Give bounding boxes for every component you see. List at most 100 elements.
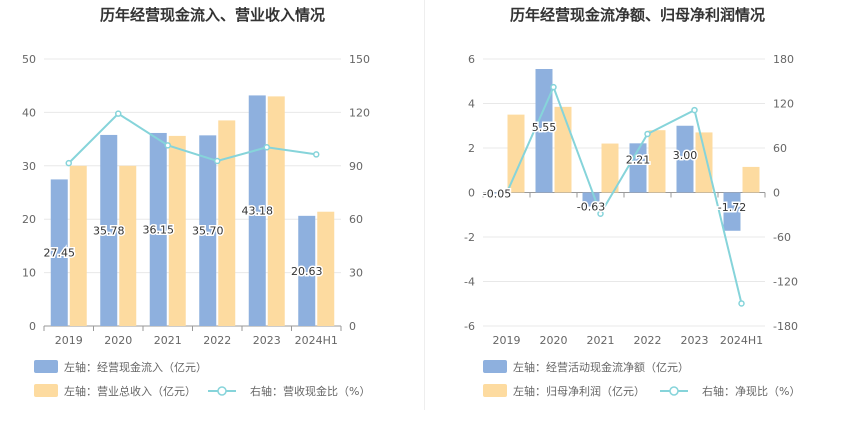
line-point [503, 190, 510, 197]
legend-label: 右轴：营收现金比（%） [250, 384, 370, 398]
y-right-tick-label: 120 [773, 98, 794, 111]
y-left-tick-label: 40 [22, 106, 36, 119]
bar-secondary [317, 211, 335, 326]
y-right-tick-label: 60 [349, 213, 363, 226]
data-label: 20.63 [291, 265, 323, 278]
line-point [550, 83, 557, 91]
line-point [597, 210, 604, 217]
bar-primary [149, 132, 167, 326]
bar-primary [199, 135, 217, 326]
legend-label: 左轴：经营活动现金流净额（亿元） [513, 360, 689, 374]
legend-swatch-marker [217, 386, 227, 396]
y-right-tick-label: 120 [349, 106, 370, 119]
bar-primary [582, 192, 600, 207]
line-point [738, 300, 745, 307]
data-label: 36.15 [143, 223, 175, 236]
chart-title: 历年经营现金流净额、归母净利润情况 [509, 6, 765, 24]
y-right-tick-label: 150 [349, 53, 370, 66]
bar-secondary [554, 106, 572, 193]
line-point [115, 110, 122, 117]
legend-label: 左轴：营业总收入（亿元） [64, 384, 196, 398]
x-tick-label: 2023 [253, 334, 281, 347]
x-tick-label: 2022 [634, 334, 662, 347]
data-label: 43.18 [242, 205, 274, 218]
bar-primary [723, 192, 741, 231]
legend-swatch-secondary [483, 384, 507, 397]
bar-secondary [601, 143, 619, 193]
legend-label: 右轴：净现比（%） [702, 384, 800, 398]
y-left-tick-label: 10 [22, 267, 36, 280]
y-left-tick-label: -6 [464, 320, 475, 333]
data-label: 5.55 [532, 121, 557, 134]
bar-secondary [742, 166, 760, 193]
bar-primary [298, 215, 316, 326]
bar-primary [488, 192, 506, 194]
data-label: -0.63 [577, 201, 605, 214]
line-series [68, 112, 317, 164]
legend-swatch-marker [669, 386, 679, 396]
data-label: 35.78 [93, 224, 125, 237]
legend-label: 左轴：经营现金流入（亿元） [64, 360, 207, 374]
x-tick-label: 2020 [104, 334, 132, 347]
line-series [505, 84, 743, 304]
x-tick-label: 2019 [493, 334, 521, 347]
chart-svg: -6 -4 -2 0 2 4 6 -180 -120 -60 0 60 120 180 2019 2020 20… [464, 53, 800, 398]
legend-swatch-primary [34, 360, 58, 373]
line-point [644, 130, 651, 138]
y-right-tick-label: 60 [773, 142, 787, 155]
y-right-tick-label: -180 [773, 320, 798, 333]
y-left-tick-label: 4 [468, 98, 475, 111]
bar-secondary [267, 96, 285, 326]
bar-primary [676, 125, 694, 193]
line-point [65, 159, 72, 167]
x-tick-label: 2022 [203, 334, 231, 347]
bar-secondary [69, 165, 87, 326]
x-tick-label: 2021 [587, 334, 615, 347]
legend-label: 左轴：归母净利润（亿元） [513, 384, 645, 398]
x-tick-label: 2024H1 [720, 334, 763, 347]
x-tick-label: 2024H1 [295, 334, 338, 347]
bar-secondary [507, 114, 525, 193]
y-left-tick-label: 2 [468, 142, 475, 155]
line-point [263, 144, 270, 151]
y-right-tick-label: 0 [349, 320, 356, 333]
x-tick-label: 2021 [154, 334, 182, 347]
y-right-tick-label: 180 [773, 53, 794, 66]
y-left-tick-label: -4 [464, 276, 475, 289]
bar-primary [100, 134, 118, 326]
line-point [164, 142, 171, 149]
y-left-tick-label: 20 [22, 213, 36, 226]
chart-panel-cash-inflow: 历年经营现金流入、营业收入情况 0 10 20 30 40 50 0 30 60 90 120 150… [22, 6, 370, 398]
line-point [691, 106, 698, 114]
line-point [214, 157, 221, 165]
chart-panel-net-cash: 历年经营现金流净额、归母净利润情况 -6 -4 -2 0 2 4 6 -180 -120 -60 0… [425, 0, 850, 437]
data-label: 3.00 [673, 149, 698, 162]
data-label: 2.21 [626, 153, 651, 166]
y-left-tick-label: 0 [468, 187, 475, 200]
y-left-tick-label: -2 [464, 231, 475, 244]
y-right-tick-label: -60 [773, 231, 791, 244]
y-left-tick-label: 30 [22, 160, 36, 173]
bar-secondary [218, 120, 236, 326]
data-label: -1.72 [718, 201, 746, 214]
legend-swatch-secondary [34, 384, 58, 397]
y-left-tick-label: 50 [22, 53, 36, 66]
y-right-tick-label: 90 [349, 160, 363, 173]
legend-swatch-primary [483, 360, 507, 373]
y-left-tick-label: 0 [29, 320, 36, 333]
y-left-tick-label: 6 [468, 53, 475, 66]
data-label: 27.45 [44, 247, 76, 260]
chart-title: 历年经营现金流入、营业收入情况 [99, 6, 325, 24]
data-label: 35.70 [192, 225, 224, 238]
line-point [313, 151, 320, 158]
y-right-tick-label: 30 [349, 267, 363, 280]
panel-divider [424, 0, 425, 410]
y-right-tick-label: 0 [773, 187, 780, 200]
data-label: -0.05 [483, 188, 511, 201]
bar-secondary [119, 165, 137, 326]
x-tick-label: 2020 [540, 334, 568, 347]
bar-primary [50, 179, 68, 326]
bar-secondary [695, 132, 713, 193]
x-tick-label: 2019 [55, 334, 83, 347]
chart-svg: 0 10 20 30 40 50 0 30 60 90 120 150 2019 2020 2021 2022… [22, 53, 370, 398]
